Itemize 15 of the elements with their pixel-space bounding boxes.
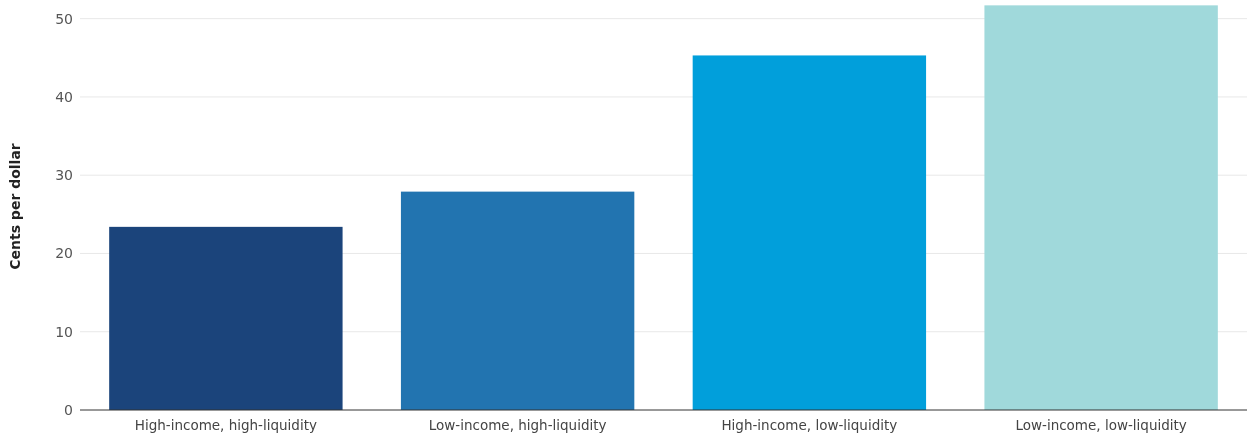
y-tick-label: 20: [55, 245, 73, 262]
x-tick-label: High-income, low-liquidity: [721, 417, 898, 433]
bar: [692, 55, 927, 410]
bar: [400, 191, 635, 410]
bar: [984, 5, 1218, 410]
x-tick-label: Low-income, high-liquidity: [428, 417, 607, 433]
y-tick-label: 30: [55, 167, 73, 184]
y-tick-label: 0: [64, 401, 73, 418]
y-tick-label: 10: [55, 323, 73, 340]
y-tick-label: 40: [55, 88, 73, 105]
bar: [109, 226, 343, 410]
x-tick-label: High-income, high-liquidity: [134, 417, 317, 433]
y-tick-label: 50: [55, 10, 73, 27]
x-tick-label: Low-income, low-liquidity: [1015, 417, 1187, 433]
y-axis-title: Cents per dollar: [7, 143, 23, 270]
